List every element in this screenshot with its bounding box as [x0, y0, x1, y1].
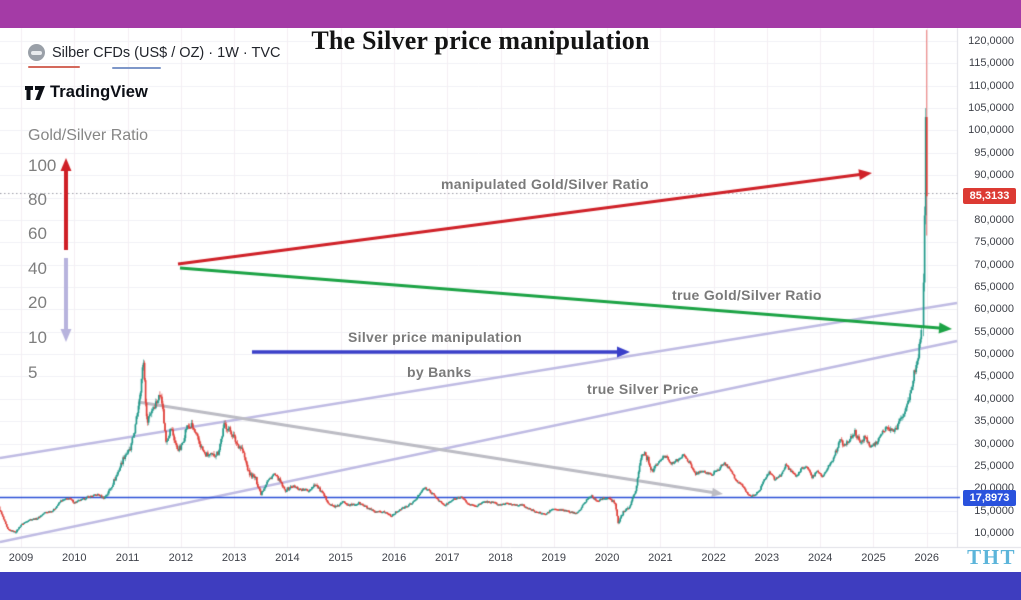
support-line-price-badge: 17,8973: [963, 490, 1016, 506]
by-banks-label: by Banks: [407, 364, 472, 380]
price-tick-label: 75,0000: [974, 236, 1014, 249]
year-tick-label: 2020: [594, 552, 620, 564]
price-tick-label: 120,0000: [968, 35, 1014, 47]
ratio-tick-label: 20: [28, 293, 47, 312]
year-tick-label: 2018: [488, 552, 513, 564]
instrument-icon: [28, 44, 45, 61]
blue-underline-mark: [112, 67, 161, 69]
ratio-tick-label: 100: [28, 156, 57, 175]
ratio-scale-title: Gold/Silver Ratio: [28, 127, 149, 144]
price-tick-label: 10,0000: [974, 527, 1014, 539]
year-tick-label: 2012: [168, 552, 194, 564]
price-tick-label: 90,0000: [974, 169, 1014, 182]
tradingview-mark-icon: [25, 85, 45, 100]
price-tick-label: 40,0000: [974, 392, 1014, 405]
symbol-header[interactable]: Silber CFDs (US$ / OZ) · 1W · TVC: [28, 44, 281, 61]
true-silver-price-label: true Silver Price: [587, 381, 699, 397]
year-tick-label: 2026: [914, 552, 939, 564]
year-tick-label: 2016: [381, 552, 407, 564]
year-tick-label: 2024: [807, 552, 833, 564]
ratio-tick-label: 5: [28, 363, 38, 382]
silver-manipulation-label: Silver price manipulation: [348, 329, 522, 345]
price-tick-label: 30,0000: [974, 437, 1014, 450]
ratio-tick-label: 80: [28, 190, 47, 209]
year-tick-label: 2017: [434, 552, 460, 564]
year-tick-label: 2009: [8, 552, 34, 564]
price-tick-label: 80,0000: [974, 213, 1014, 226]
ratio-tick-label: 60: [28, 224, 47, 243]
tradingview-logo[interactable]: TradingView: [25, 83, 148, 102]
price-tick-label: 110,0000: [968, 79, 1014, 92]
price-tick-label: 105,0000: [968, 102, 1014, 115]
price-tick-label: 100,0000: [968, 124, 1014, 137]
ratio-tick-label: 10: [28, 328, 47, 347]
bottom-banner-bar: [0, 572, 1021, 600]
year-tick-label: 2013: [221, 552, 247, 564]
year-tick-label: 2021: [648, 552, 673, 564]
price-tick-label: 25,0000: [974, 459, 1014, 472]
year-tick-label: 2025: [861, 552, 886, 564]
year-tick-label: 2010: [62, 552, 87, 564]
top-banner-bar: [0, 0, 1021, 28]
year-tick-label: 2015: [328, 552, 353, 564]
manipulated-ratio-label: manipulated Gold/Silver Ratio: [441, 176, 649, 192]
price-tick-label: 95,0000: [974, 146, 1014, 159]
year-tick-label: 2014: [275, 552, 300, 564]
price-tick-label: 115,0000: [968, 57, 1014, 70]
price-tick-label: 50,0000: [974, 348, 1014, 361]
price-tick-label: 65,0000: [974, 281, 1014, 293]
year-tick-label: 2011: [115, 552, 140, 564]
year-tick-label: 2019: [541, 552, 567, 564]
tht-watermark: THT: [967, 545, 1016, 569]
tradingview-wordmark: TradingView: [50, 83, 148, 101]
year-tick-label: 2023: [754, 552, 780, 564]
price-tick-label: 60,0000: [974, 303, 1014, 316]
price-tick-label: 15,0000: [974, 504, 1014, 517]
current-price-badge: 85,3133: [963, 188, 1016, 204]
symbol-name[interactable]: Silber CFDs (US$ / OZ) · 1W · TVC: [52, 44, 281, 61]
page-title: The Silver price manipulation: [311, 26, 650, 55]
price-tick-label: 45,0000: [974, 370, 1014, 383]
true-ratio-label: true Gold/Silver Ratio: [672, 287, 822, 303]
price-tick-label: 35,0000: [974, 415, 1014, 428]
price-tick-label: 70,0000: [974, 258, 1014, 271]
ratio-tick-label: 40: [28, 259, 47, 278]
red-underline-mark: [28, 66, 80, 68]
price-tick-label: 55,0000: [974, 325, 1014, 338]
year-tick-label: 2022: [701, 552, 726, 564]
